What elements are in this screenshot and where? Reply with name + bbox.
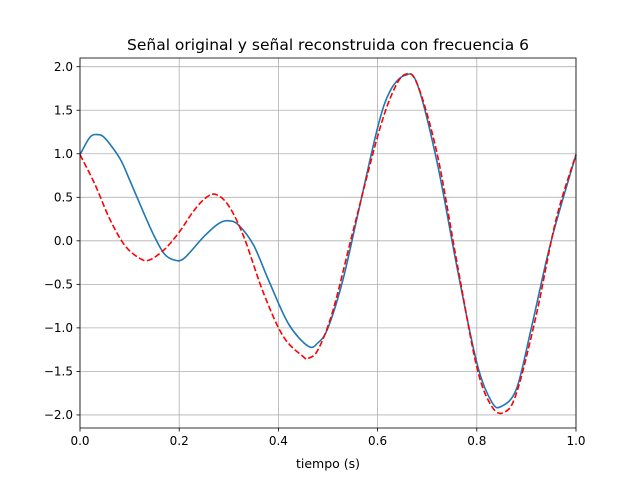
- reconstructed-signal-line: [79, 72, 577, 415]
- plot-area-frame: [79, 57, 577, 429]
- y-tick-label: −0.5: [44, 278, 73, 292]
- x-tick-label: 1.0: [566, 434, 585, 448]
- x-tick-label: 0.0: [70, 434, 89, 448]
- x-tick-label: 0.2: [170, 434, 189, 448]
- y-tick-label: 1.5: [54, 104, 73, 118]
- y-tick-label: 0.5: [54, 191, 73, 205]
- y-tick-label: 1.0: [54, 147, 73, 161]
- chart-title: Señal original y señal reconstruida con …: [127, 36, 529, 54]
- x-tick-label: 0.6: [368, 434, 387, 448]
- y-tick-label: −1.5: [44, 365, 73, 379]
- axis-ticks: 0.0 0.2 0.4 0.6 0.8 1.0 −2.0 −1.5 −1.0 −0.5 0.0 0.5…: [44, 60, 586, 448]
- original-signal-line: [79, 73, 577, 409]
- x-axis-label: tiempo (s): [296, 456, 360, 471]
- y-tick-label: 2.0: [54, 60, 73, 74]
- y-tick-label: −2.0: [44, 408, 73, 422]
- x-tick-label: 0.4: [269, 434, 288, 448]
- y-tick-label: 0.0: [54, 234, 73, 248]
- y-tick-label: −1.0: [44, 321, 73, 335]
- series-group: [79, 72, 577, 415]
- x-tick-label: 0.8: [467, 434, 486, 448]
